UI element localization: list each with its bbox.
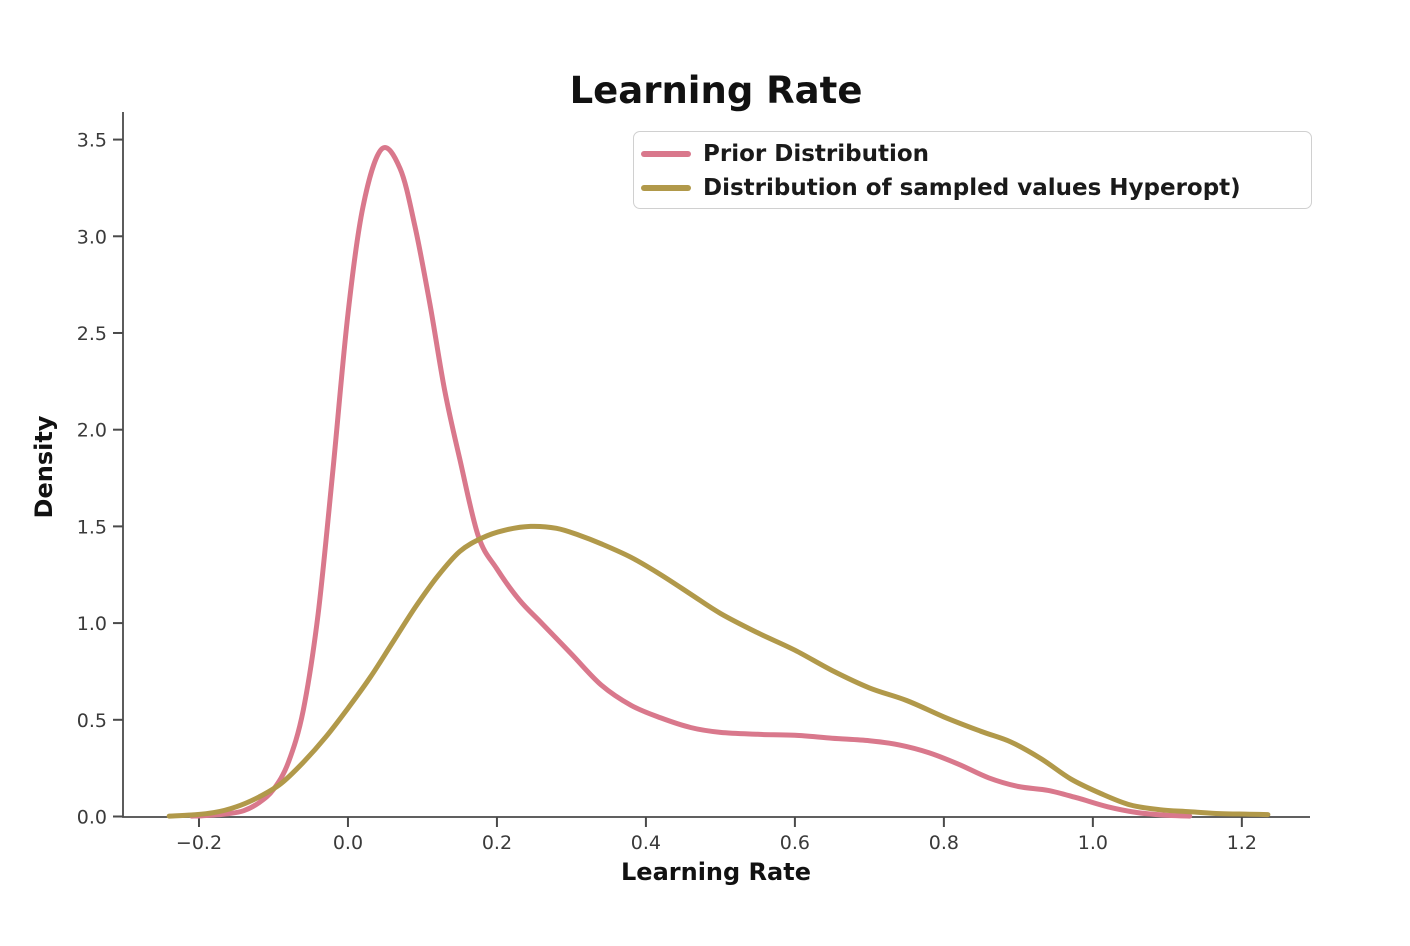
x-tick-label: 1.0 [1078, 832, 1108, 854]
y-tick-label: 2.5 [77, 323, 107, 345]
y-axis-label: Density [30, 415, 58, 518]
y-tick-label: 3.0 [77, 226, 107, 248]
x-tick-label: 0.4 [631, 832, 661, 854]
x-tick-label: −0.2 [176, 832, 222, 854]
y-tick-label: 1.0 [77, 613, 107, 635]
x-tick-label: 0.2 [482, 832, 512, 854]
legend: Prior Distribution Distribution of sampl… [633, 131, 1312, 209]
sampled-values-curve [166, 523, 1271, 819]
x-tick-label: 1.2 [1227, 832, 1257, 854]
prior-distribution-line-sample [641, 151, 691, 157]
y-tick-label: 1.5 [77, 516, 107, 538]
prior-distribution-curve [189, 145, 1193, 819]
legend-item-sampled: Distribution of sampled values Hyperopt) [641, 171, 1298, 205]
axes-spines [122, 112, 1310, 818]
x-tick-label: 0.6 [780, 832, 810, 854]
sampled-values-line-sample [641, 185, 691, 191]
density-curves [166, 145, 1271, 819]
y-tick-label: 2.0 [77, 420, 107, 442]
legend-item-prior: Prior Distribution [641, 137, 1298, 171]
y-tick-label: 3.5 [77, 130, 107, 152]
chart-title: Learning Rate [570, 69, 863, 112]
legend-label-prior: Prior Distribution [703, 141, 930, 167]
y-tick-label: 0.5 [77, 710, 107, 732]
legend-label-sampled: Distribution of sampled values Hyperopt) [703, 175, 1241, 201]
x-axis-label: Learning Rate [621, 858, 811, 886]
y-tick-label: 0.0 [77, 807, 107, 829]
x-tick-label: 0.8 [929, 832, 959, 854]
axis-ticks: −0.2 0.0 0.2 0.4 0.6 0.8 1.0 1.2 0.0 0.5 1.0 1.5 2.0… [77, 130, 1257, 854]
x-tick-label: 0.0 [333, 832, 363, 854]
